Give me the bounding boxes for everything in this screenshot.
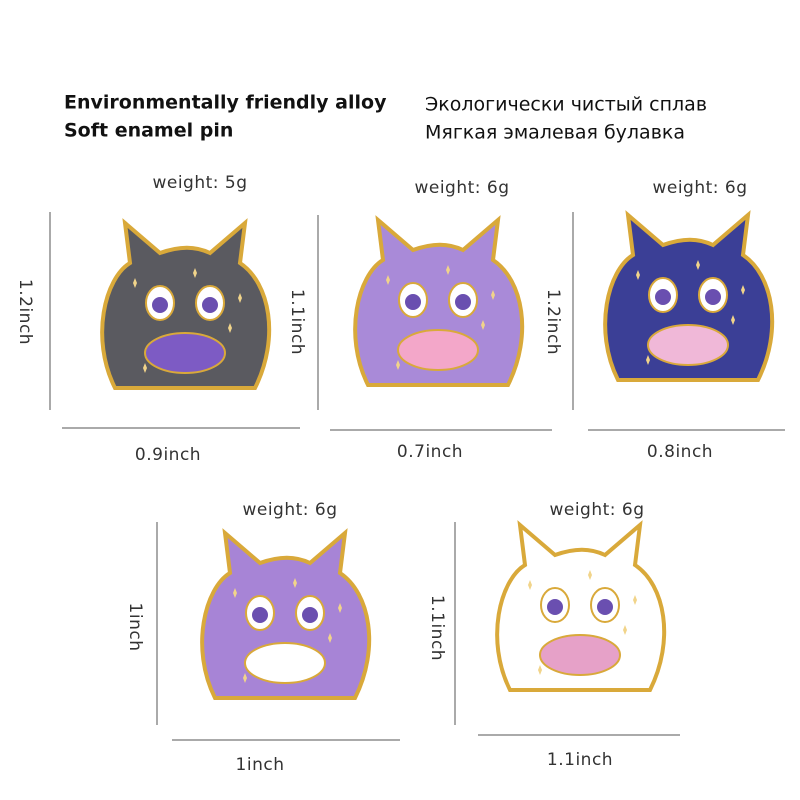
pin-star <box>491 290 495 300</box>
pin-pupil <box>202 297 218 313</box>
width-label: 0.7inch <box>397 442 463 462</box>
height-label: 1inch <box>125 603 145 652</box>
pin-star <box>538 665 542 675</box>
pin-star <box>481 320 485 330</box>
pin-pupil <box>252 607 268 623</box>
pin-star <box>623 625 627 635</box>
pin-pupil <box>405 294 421 310</box>
pin-body <box>603 210 775 382</box>
weight-label: weight: 6g <box>652 178 747 198</box>
pin-star <box>528 580 532 590</box>
pin-star <box>731 315 735 325</box>
pin-illustration <box>200 528 372 700</box>
pin-body <box>100 218 272 390</box>
pin-accent <box>647 324 729 366</box>
pin-star <box>228 323 232 333</box>
header-line: Soft enamel pin <box>64 120 233 142</box>
width-label: 0.9inch <box>135 445 201 465</box>
pin-star <box>293 578 297 588</box>
pin-star <box>328 633 332 643</box>
pin-pupil <box>302 607 318 623</box>
pin-star <box>233 588 237 598</box>
pin-star <box>633 595 637 605</box>
height-label: 1.1inch <box>287 289 307 355</box>
pin-illustration <box>353 215 525 387</box>
pin-pupil <box>455 294 471 310</box>
pin-accent <box>144 332 226 374</box>
height-label: 1.1inch <box>427 595 447 661</box>
pin-pupil <box>152 297 168 313</box>
pin-illustration <box>100 218 272 390</box>
pin-star <box>741 285 745 295</box>
pin-pupil <box>705 289 721 305</box>
weight-label: weight: 5g <box>152 173 247 193</box>
pin-pupil <box>655 289 671 305</box>
pin-star <box>243 673 247 683</box>
weight-label: weight: 6g <box>549 500 644 520</box>
header-line: Мягкая эмалевая булавка <box>425 122 685 144</box>
width-label: 1inch <box>236 755 285 775</box>
header-line: Environmentally friendly alloy <box>64 92 387 114</box>
pin-star <box>193 268 197 278</box>
pin-star <box>446 265 450 275</box>
pin-body <box>495 520 667 692</box>
pin-accent <box>539 634 621 676</box>
pin-star <box>588 570 592 580</box>
pin-pupil <box>547 599 563 615</box>
pin-pupil <box>597 599 613 615</box>
width-label: 0.8inch <box>647 442 713 462</box>
weight-label: weight: 6g <box>242 500 337 520</box>
pin-star <box>238 293 242 303</box>
pin-star <box>646 355 650 365</box>
weight-label: weight: 6g <box>414 178 509 198</box>
pin-star <box>143 363 147 373</box>
height-label: 1.2inch <box>15 279 35 345</box>
pin-body <box>200 528 372 700</box>
pin-body <box>353 215 525 387</box>
pin-accent <box>397 329 479 371</box>
pin-star <box>396 360 400 370</box>
width-label: 1.1inch <box>547 750 613 770</box>
pin-star <box>636 270 640 280</box>
pin-illustration <box>495 520 667 692</box>
pin-star <box>133 278 137 288</box>
pin-star <box>386 275 390 285</box>
header-line: Экологически чистый сплав <box>425 94 707 116</box>
pin-accent <box>244 642 326 684</box>
pin-star <box>338 603 342 613</box>
pin-illustration <box>603 210 775 382</box>
pin-star <box>696 260 700 270</box>
height-label: 1.2inch <box>543 289 563 355</box>
